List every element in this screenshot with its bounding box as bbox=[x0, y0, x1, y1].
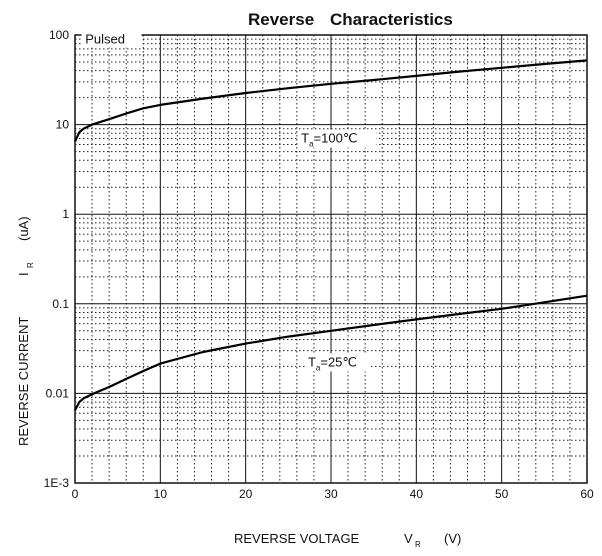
chart-title-part-1: Reverse bbox=[248, 10, 314, 29]
series-label-1: Ta=100℃ bbox=[301, 131, 357, 149]
series-line-1 bbox=[74, 59, 588, 142]
x-tick-label: 20 bbox=[239, 487, 253, 501]
plot-grid bbox=[74, 34, 588, 484]
series-line-2 bbox=[74, 294, 588, 411]
y-axis-unit: (uA) bbox=[16, 216, 31, 241]
x-tick-label: 40 bbox=[410, 487, 424, 501]
y-axis-label: REVERSE CURRENT bbox=[16, 317, 31, 446]
chart-title-part-2: Characteristics bbox=[330, 10, 453, 29]
y-axis-symbol: I bbox=[16, 272, 31, 276]
y-tick-label: 1 bbox=[62, 207, 69, 221]
y-tick-label: 1E-3 bbox=[44, 476, 70, 490]
x-tick-label: 10 bbox=[154, 487, 168, 501]
axis-tick-labels: 0 10 20 30 40 50 60 100 10 1 0.1 0.01 1E-3 bbox=[44, 28, 594, 501]
x-axis-symbol: V bbox=[404, 531, 413, 546]
pulsed-note-bg bbox=[81, 30, 142, 48]
annotations: Pulsed Ta=100℃ Ta=25℃ bbox=[81, 30, 377, 372]
y-axis-label-group: REVERSE CURRENT IR (uA) bbox=[16, 216, 35, 446]
y-tick-label: 0.1 bbox=[52, 297, 69, 311]
x-axis-unit: (V) bbox=[444, 531, 461, 546]
y-axis-subscript: R bbox=[26, 262, 35, 268]
series-label-bg-2 bbox=[304, 353, 371, 372]
x-tick-label: 30 bbox=[324, 487, 338, 501]
x-axis-label: REVERSE VOLTAGE bbox=[234, 531, 360, 546]
plot-frame bbox=[74, 34, 588, 484]
series-label-2: Ta=25℃ bbox=[308, 354, 357, 372]
series-label-bg-1 bbox=[298, 129, 377, 148]
axis-labels: REVERSE VOLTAGE V R (V)REVERSE CURRENTIR(uA… bbox=[16, 216, 461, 549]
y-tick-label: 0.01 bbox=[46, 386, 70, 400]
x-axis-subscript: R bbox=[415, 540, 421, 549]
x-tick-label: 60 bbox=[580, 487, 594, 501]
x-tick-label: 0 bbox=[72, 487, 79, 501]
x-tick-label: 50 bbox=[495, 487, 509, 501]
pulsed-note: Pulsed bbox=[85, 32, 125, 47]
y-tick-label: 10 bbox=[56, 118, 70, 132]
y-tick-label: 100 bbox=[49, 28, 69, 42]
data-lines bbox=[74, 59, 588, 411]
